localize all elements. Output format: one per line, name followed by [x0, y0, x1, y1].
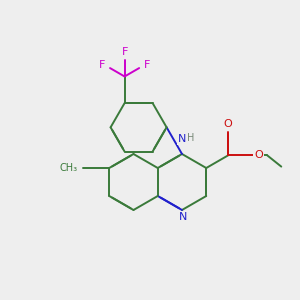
Text: O: O — [254, 150, 262, 161]
Text: O: O — [224, 118, 233, 129]
Text: N: N — [179, 212, 187, 222]
Text: CH₃: CH₃ — [60, 163, 78, 173]
Text: F: F — [99, 60, 105, 70]
Text: F: F — [122, 47, 128, 57]
Text: H: H — [187, 133, 194, 143]
Text: F: F — [144, 60, 150, 70]
Text: N: N — [178, 134, 187, 144]
